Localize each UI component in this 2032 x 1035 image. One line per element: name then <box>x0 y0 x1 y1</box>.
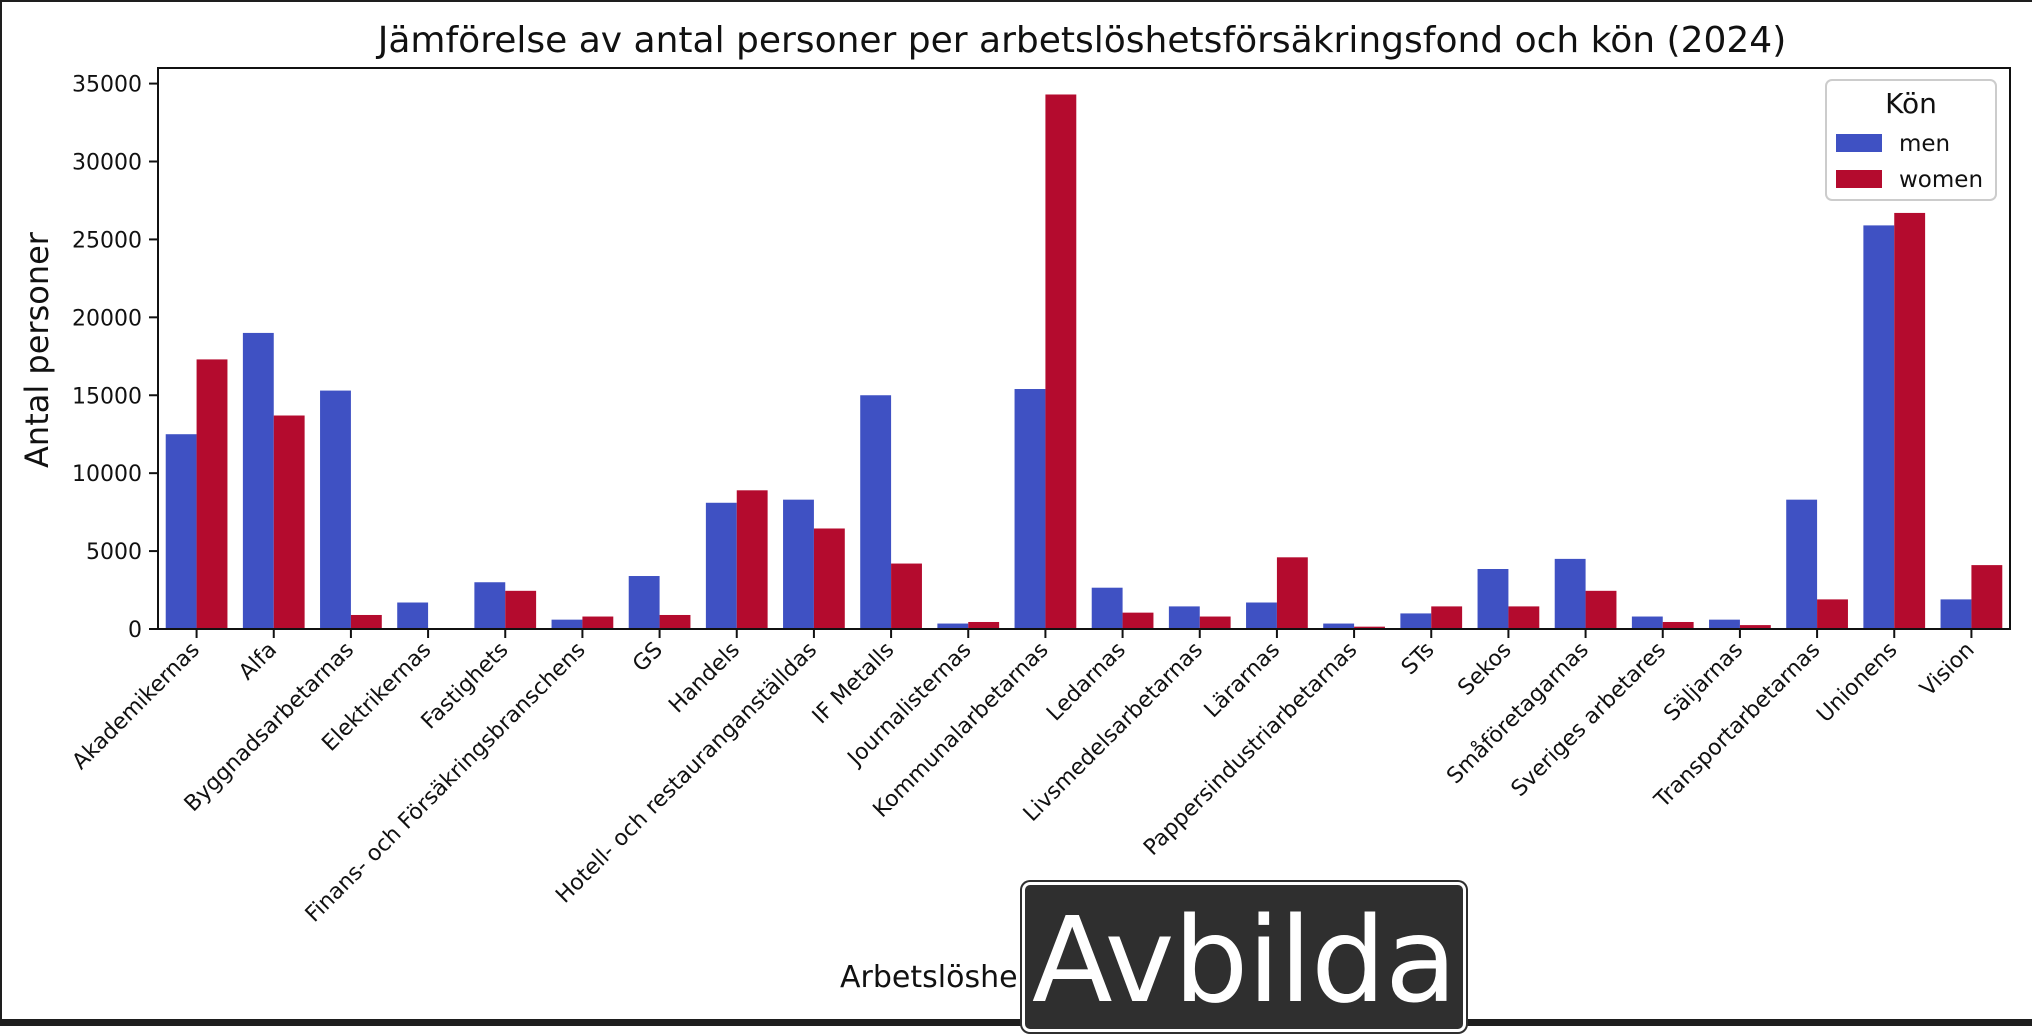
y-tick-label: 25000 <box>72 228 142 253</box>
x-tick-label: Handels <box>664 638 745 719</box>
chart-title: Jämförelse av antal personer per arbetsl… <box>376 20 1786 61</box>
bar-men-17 <box>1477 569 1509 629</box>
legend: Kön men women <box>1825 79 1997 201</box>
legend-label-men: men <box>1899 131 1950 157</box>
bar-men-10 <box>937 623 969 629</box>
bar-women-4 <box>505 590 537 629</box>
bar-women-15 <box>1354 626 1385 629</box>
bar-women-0 <box>196 359 228 629</box>
y-tick-label: 30000 <box>72 151 142 176</box>
bar-women-12 <box>1122 612 1154 629</box>
legend-label-women: women <box>1899 167 1983 193</box>
y-tick-label: 35000 <box>72 73 142 98</box>
bar-women-22 <box>1894 212 1926 629</box>
bar-men-23 <box>1940 599 1972 629</box>
bar-women-13 <box>1199 616 1231 629</box>
bar-men-6 <box>628 576 660 629</box>
x-axis-label: Arbetslöshe <box>840 960 1018 995</box>
x-tick-label: Småföretagarnas <box>1442 637 1594 789</box>
x-tick-label: Sekos <box>1453 638 1516 701</box>
x-tick-label: Sveriges arbetares <box>1507 638 1671 802</box>
legend-swatch-men <box>1836 134 1882 152</box>
x-tick-label: STs <box>1397 638 1440 681</box>
bar-men-19 <box>1631 616 1663 629</box>
bar-women-6 <box>659 614 691 629</box>
x-tick-label: Vision <box>1916 638 1980 702</box>
window-frame-top <box>0 0 2032 2</box>
bar-men-21 <box>1786 499 1818 629</box>
x-tick-label: Unionens <box>1812 638 1902 728</box>
window-frame-left <box>0 0 2 1026</box>
avbilda-button[interactable]: Avbilda <box>1022 882 1466 1032</box>
bar-men-12 <box>1091 587 1123 629</box>
bar-women-20 <box>1739 625 1771 629</box>
bar-women-10 <box>968 621 1000 629</box>
bar-women-17 <box>1508 606 1540 629</box>
bar-women-16 <box>1431 606 1463 629</box>
bar-men-18 <box>1554 558 1586 630</box>
bar-men-13 <box>1168 606 1200 629</box>
bar-men-3 <box>397 602 429 629</box>
bar-women-8 <box>813 528 845 629</box>
bar-men-20 <box>1709 619 1740 629</box>
legend-swatch-women <box>1836 170 1882 188</box>
bar-men-2 <box>320 390 351 629</box>
bar-men-22 <box>1863 225 1895 629</box>
bar-men-7 <box>705 502 737 629</box>
bar-men-9 <box>860 395 892 629</box>
bar-men-8 <box>783 499 814 629</box>
y-tick-label: 5000 <box>86 540 142 565</box>
bar-men-16 <box>1400 613 1432 629</box>
y-tick-label: 20000 <box>72 306 142 331</box>
bar-men-11 <box>1014 389 1046 629</box>
bar-men-4 <box>474 582 506 629</box>
x-tick-label: Akademikernas <box>68 638 205 775</box>
bar-men-14 <box>1246 602 1277 629</box>
bar-women-11 <box>1045 94 1077 630</box>
bar-women-18 <box>1585 590 1617 629</box>
bar-women-5 <box>582 616 614 629</box>
bar-men-0 <box>165 434 197 629</box>
bar-women-9 <box>891 563 922 629</box>
bar-women-23 <box>1971 565 2003 629</box>
bar-men-1 <box>242 332 274 629</box>
x-tick-label: Finans- och Försäkringsbranschens <box>301 638 591 928</box>
y-tick-label: 10000 <box>72 462 142 487</box>
y-axis-label: Antal personer <box>18 231 56 468</box>
bar-men-5 <box>551 619 583 629</box>
bar-women-14 <box>1276 557 1308 629</box>
bar-women-21 <box>1817 599 1848 629</box>
x-tick-label: Alfa <box>234 638 282 686</box>
bar-women-7 <box>736 490 768 629</box>
y-tick-label: 15000 <box>72 384 142 409</box>
x-tick-label: GS <box>628 638 668 678</box>
legend-title: Kön <box>1885 87 1937 120</box>
bottom-bar <box>0 1019 2032 1026</box>
bar-women-1 <box>273 415 305 629</box>
bar-women-2 <box>350 614 382 629</box>
bar-men-15 <box>1323 623 1355 629</box>
bar-women-19 <box>1662 621 1694 629</box>
plot-frame <box>157 67 2011 630</box>
y-tick-label: 0 <box>128 618 142 643</box>
